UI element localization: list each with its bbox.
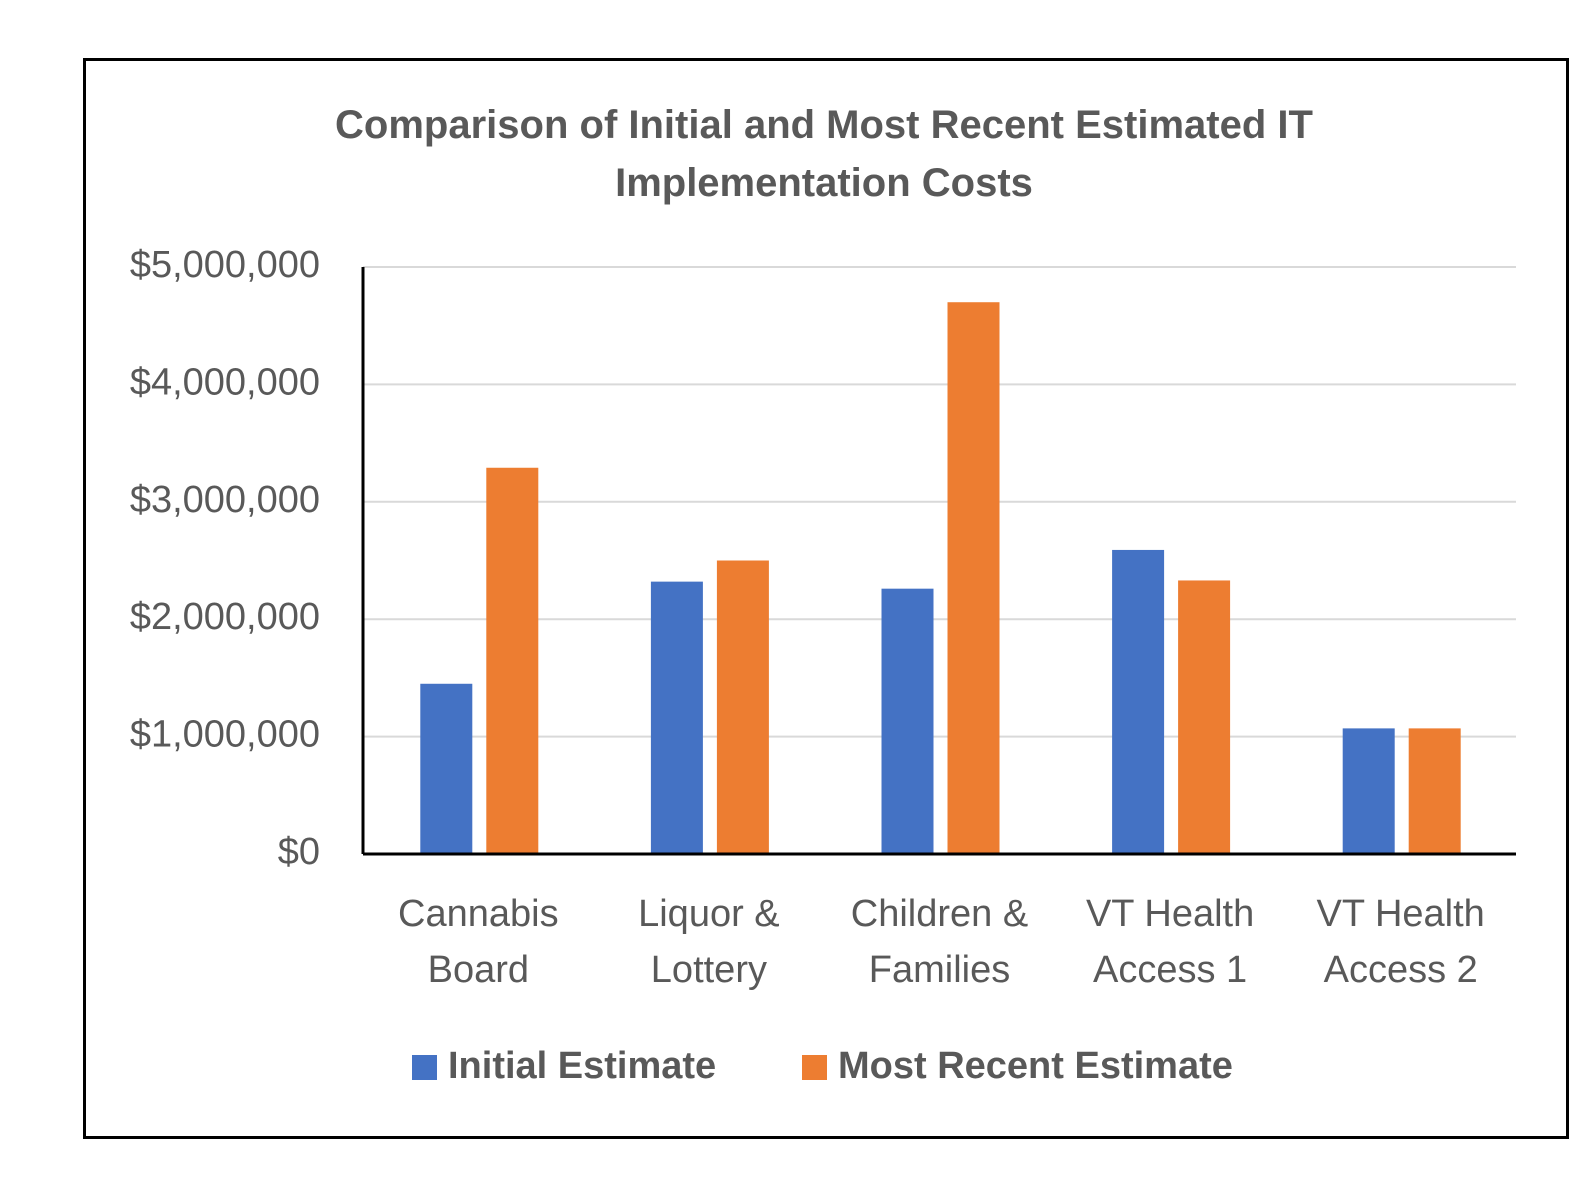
- bar: [1112, 549, 1165, 854]
- chart-frame: [83, 58, 1569, 1139]
- y-tick-label: $5,000,000: [130, 244, 320, 286]
- bar: [650, 581, 703, 854]
- x-tick-label: VT Health Access 1: [1085, 893, 1255, 991]
- legend-label: Most Recent Estimate: [838, 1045, 1233, 1087]
- legend-swatch: [802, 1055, 827, 1080]
- legend-label: Initial Estimate: [448, 1045, 716, 1087]
- legend-swatch: [412, 1055, 437, 1080]
- y-tick-label: $2,000,000: [130, 596, 320, 638]
- x-tick-label: Liquor & Lottery: [638, 893, 780, 991]
- x-tick-label: Children & Families: [850, 893, 1029, 991]
- chart-title: Comparison of Initial and Most Recent Es…: [335, 103, 1313, 205]
- bar: [420, 683, 473, 854]
- x-tick-label: Cannabis Board: [398, 893, 559, 991]
- x-tick-label: VT Health Access 2: [1316, 893, 1485, 991]
- y-tick-label: $3,000,000: [130, 479, 320, 521]
- bar: [1178, 580, 1231, 854]
- bar: [716, 560, 769, 854]
- bar: [1408, 728, 1461, 854]
- y-tick-label: $4,000,000: [130, 361, 320, 403]
- y-tick-label: $1,000,000: [130, 714, 320, 756]
- bar: [1342, 728, 1395, 854]
- bar: [947, 302, 1000, 855]
- y-tick-label: $0: [278, 831, 320, 873]
- bar: [486, 467, 539, 854]
- bar: [881, 588, 934, 854]
